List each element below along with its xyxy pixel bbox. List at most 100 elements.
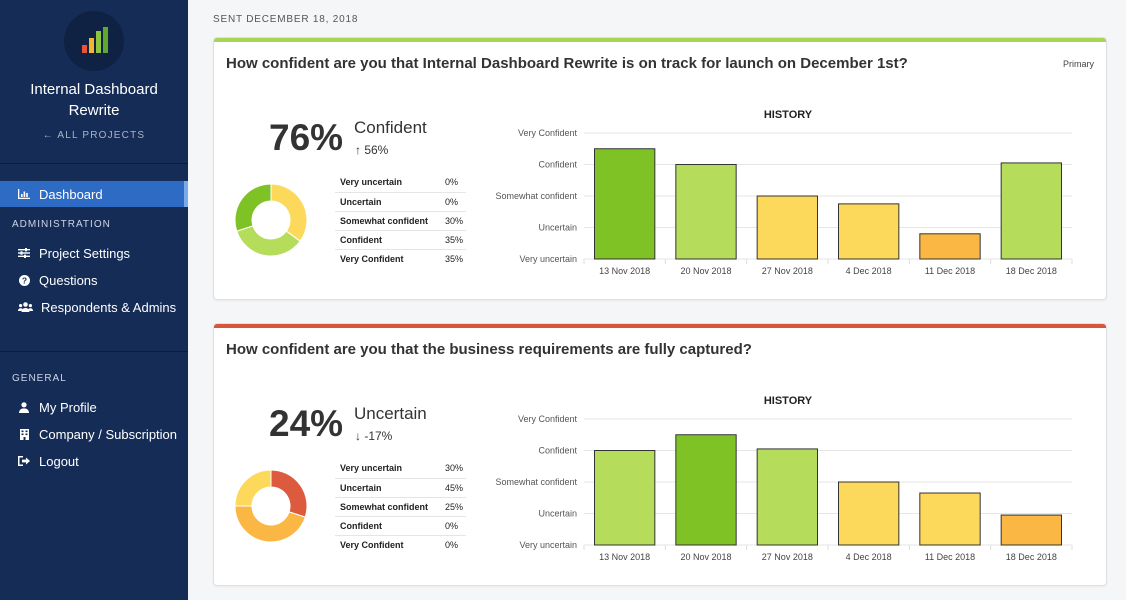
level-value: 35%: [440, 230, 466, 250]
distribution-donut: [234, 183, 308, 257]
level-name: Uncertain: [335, 192, 440, 212]
sidebar-item-label: Project Settings: [39, 245, 131, 261]
question-title: How confident are you that Internal Dash…: [226, 55, 908, 72]
level-value: 30%: [440, 459, 466, 479]
table-row: Uncertain 45%: [335, 478, 466, 498]
donut-segment: [234, 183, 272, 232]
sidebar-divider: [0, 163, 188, 164]
all-projects-link[interactable]: ← ALL PROJECTS: [42, 130, 146, 141]
sliders-icon: [17, 248, 31, 258]
history-bar: [594, 148, 656, 260]
x-tick-label: 27 Nov 2018: [762, 552, 813, 562]
question-card: How confident are you that Internal Dash…: [213, 37, 1107, 300]
history-chart: HISTORY Very uncertain Uncertain Somewhat c…: [495, 395, 1073, 562]
project-title-line2: Rewrite: [68, 102, 120, 119]
level-value: 30%: [440, 211, 466, 231]
level-name: Very Confident: [340, 539, 404, 550]
y-tick-label: Somewhat confident: [495, 477, 577, 487]
sidebar-item-dashboard[interactable]: Dashboard: [0, 181, 188, 207]
level-name: Very Confident: [340, 253, 404, 264]
level-value: 35%: [445, 253, 464, 264]
sidebar-item-project-settings[interactable]: Project Settings: [0, 240, 188, 266]
y-tick-label: Confident: [538, 446, 577, 456]
users-icon: [17, 302, 33, 312]
level-name: Somewhat confident: [335, 211, 440, 231]
sign-out-icon: [17, 456, 31, 466]
table-row: Somewhat confident 30%: [335, 211, 466, 231]
card-accent-bar: [214, 324, 1106, 328]
history-bar: [756, 195, 818, 260]
distribution-table: Very uncertain 30% Uncertain 45% Somewhat …: [335, 459, 466, 554]
building-icon: [17, 428, 31, 440]
level-value: 0%: [445, 539, 459, 550]
sent-date: SENT DECEMBER 18, 2018: [213, 14, 359, 25]
project-title: Internal Dashboard Rewrite: [0, 79, 188, 121]
confidence-percent: 76%: [269, 117, 344, 158]
x-tick-label: 13 Nov 2018: [599, 266, 650, 276]
chart-title: HISTORY: [764, 395, 813, 407]
confidence-label: Uncertain: [354, 404, 427, 423]
history-bar: [1000, 162, 1063, 260]
sidebar-item-company-subscription[interactable]: Company / Subscription: [0, 421, 188, 447]
sidebar-item-respondents[interactable]: Respondents & Admins: [0, 294, 188, 320]
card-accent-bar: [214, 38, 1106, 42]
sidebar-item-label: Questions: [39, 272, 98, 288]
y-tick-label: Somewhat confident: [495, 191, 577, 201]
table-row: Confident 35%: [335, 230, 466, 250]
project-logo: [64, 11, 124, 71]
chart-title: HISTORY: [764, 109, 813, 121]
level-value: 0%: [440, 192, 466, 212]
level-value: 0%: [440, 173, 466, 193]
table-row: Very uncertain 30%: [335, 459, 466, 479]
project-title-line1: Internal Dashboard: [30, 81, 158, 98]
y-tick-label: Uncertain: [538, 509, 577, 519]
x-tick-label: 27 Nov 2018: [762, 266, 813, 276]
question-circle-icon: ?: [17, 274, 31, 286]
x-tick-label: 20 Nov 2018: [680, 266, 731, 276]
y-tick-label: Very uncertain: [519, 254, 577, 264]
level-name: Very uncertain: [335, 173, 440, 193]
level-name: Very uncertain: [335, 459, 440, 479]
sidebar-divider: [0, 351, 188, 352]
table-row: Very Confident 35%: [335, 249, 466, 268]
level-name: Somewhat confident: [335, 497, 440, 517]
x-tick-label: 20 Nov 2018: [680, 552, 731, 562]
primary-tag: Primary: [1063, 59, 1094, 69]
svg-text:?: ?: [21, 275, 26, 285]
level-name: Confident: [335, 516, 440, 536]
history-bar: [919, 233, 981, 260]
x-tick-label: 13 Nov 2018: [599, 552, 650, 562]
bar-chart-logo-icon: [82, 27, 108, 53]
x-tick-label: 11 Dec 2018: [925, 552, 975, 562]
y-tick-label: Very uncertain: [519, 540, 577, 550]
x-tick-label: 11 Dec 2018: [925, 266, 975, 276]
history-bar: [838, 481, 900, 546]
sidebar-item-my-profile[interactable]: My Profile: [0, 394, 188, 420]
x-tick-label: 4 Dec 2018: [846, 266, 892, 276]
level-value: 25%: [440, 497, 466, 517]
confidence-label: Confident: [354, 118, 427, 137]
history-bar: [675, 164, 737, 260]
level-value: 45%: [440, 478, 466, 498]
table-row: Somewhat confident 25%: [335, 497, 466, 517]
x-tick-label: 4 Dec 2018: [846, 552, 892, 562]
donut-segment: [234, 505, 306, 543]
general-heading: GENERAL: [12, 373, 67, 384]
donut-segment: [270, 469, 308, 518]
donut-segment: [234, 469, 272, 507]
history-bar: [756, 448, 818, 546]
y-tick-label: Confident: [538, 160, 577, 170]
table-row: Confident 0%: [335, 516, 466, 536]
sidebar-item-logout[interactable]: Logout: [0, 448, 188, 474]
x-tick-label: 18 Dec 2018: [1006, 552, 1057, 562]
user-icon: [17, 401, 31, 413]
y-tick-label: Very Confident: [518, 414, 578, 424]
level-name: Uncertain: [335, 478, 440, 498]
question-title: How confident are you that the business …: [226, 341, 752, 358]
table-row: Very uncertain 0%: [335, 173, 466, 193]
administration-heading: ADMINISTRATION: [12, 219, 111, 230]
distribution-table: Very uncertain 0% Uncertain 0% Somewhat co…: [335, 173, 466, 268]
sidebar-item-questions[interactable]: ? Questions: [0, 267, 188, 293]
sidebar-item-label: Logout: [39, 453, 79, 469]
history-bar: [838, 203, 900, 260]
